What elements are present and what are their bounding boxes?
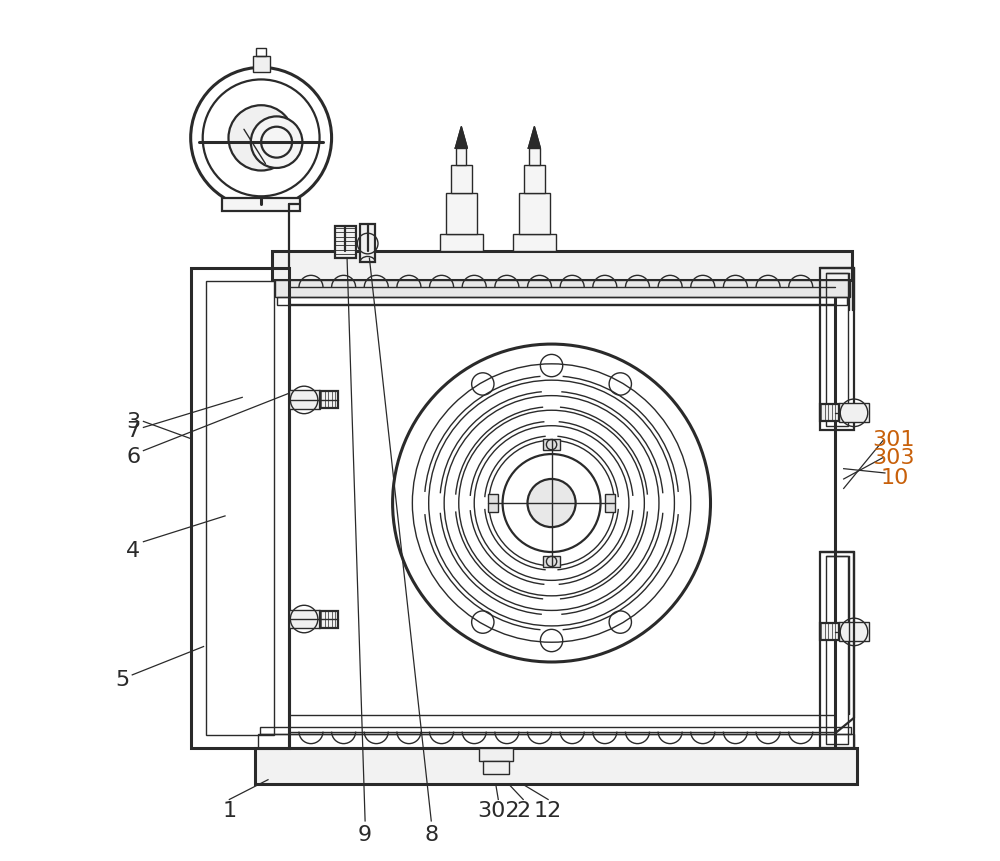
Bar: [222, 199, 300, 212]
Text: 9: 9: [358, 824, 372, 844]
Bar: [456, 149, 466, 166]
Text: 302: 302: [477, 800, 520, 820]
Text: 6: 6: [126, 446, 140, 467]
Polygon shape: [528, 127, 540, 149]
Text: 8: 8: [424, 824, 438, 844]
Bar: [820, 405, 839, 422]
Bar: [605, 495, 615, 512]
Text: 5: 5: [115, 669, 129, 690]
Bar: [519, 194, 550, 235]
Bar: [820, 553, 854, 748]
Bar: [289, 610, 320, 629]
Bar: [320, 610, 338, 628]
Text: 2: 2: [516, 800, 530, 820]
Bar: [513, 235, 556, 252]
Circle shape: [228, 106, 294, 171]
Bar: [483, 761, 509, 774]
Bar: [360, 225, 375, 263]
Bar: [206, 282, 274, 735]
Bar: [260, 728, 851, 734]
Bar: [272, 252, 852, 281]
Bar: [335, 226, 356, 259]
Bar: [451, 166, 472, 194]
Bar: [320, 392, 338, 409]
Bar: [826, 274, 848, 426]
Bar: [440, 235, 483, 252]
Text: 10: 10: [881, 468, 909, 487]
Text: 1: 1: [222, 800, 236, 820]
Bar: [488, 495, 498, 512]
Polygon shape: [455, 127, 467, 149]
Bar: [253, 57, 270, 72]
Bar: [191, 269, 289, 748]
Text: 7: 7: [126, 420, 140, 441]
Bar: [275, 281, 850, 297]
Bar: [258, 734, 854, 748]
Bar: [543, 557, 560, 567]
Text: 303: 303: [872, 448, 915, 468]
Bar: [524, 166, 545, 194]
Bar: [255, 748, 857, 784]
Circle shape: [251, 117, 302, 169]
Text: 4: 4: [126, 541, 140, 561]
Bar: [820, 269, 854, 430]
Bar: [839, 404, 869, 423]
Text: 12: 12: [534, 800, 562, 820]
Bar: [277, 297, 847, 306]
Bar: [839, 623, 869, 641]
Bar: [479, 748, 513, 761]
Bar: [826, 557, 848, 744]
Bar: [820, 623, 839, 641]
Text: 301: 301: [872, 429, 915, 449]
Bar: [289, 391, 320, 410]
Circle shape: [527, 480, 576, 528]
Bar: [543, 440, 560, 450]
Bar: [256, 48, 266, 57]
Bar: [289, 272, 835, 748]
Circle shape: [261, 127, 292, 158]
Bar: [446, 194, 477, 235]
Text: 3: 3: [126, 412, 140, 432]
Bar: [529, 149, 540, 166]
